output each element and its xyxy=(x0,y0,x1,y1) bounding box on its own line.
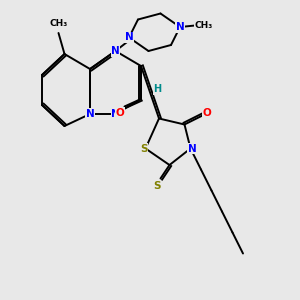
Text: N: N xyxy=(176,22,184,32)
Text: CH₃: CH₃ xyxy=(195,21,213,30)
Text: N: N xyxy=(111,46,120,56)
Text: O: O xyxy=(116,107,124,118)
Text: N: N xyxy=(111,109,120,119)
Text: N: N xyxy=(188,143,196,154)
Text: O: O xyxy=(202,107,211,118)
Text: CH₃: CH₃ xyxy=(50,20,68,28)
Text: H: H xyxy=(153,84,162,94)
Text: N: N xyxy=(85,109,94,119)
Text: S: S xyxy=(140,143,148,154)
Text: N: N xyxy=(124,32,134,43)
Text: S: S xyxy=(153,181,160,191)
